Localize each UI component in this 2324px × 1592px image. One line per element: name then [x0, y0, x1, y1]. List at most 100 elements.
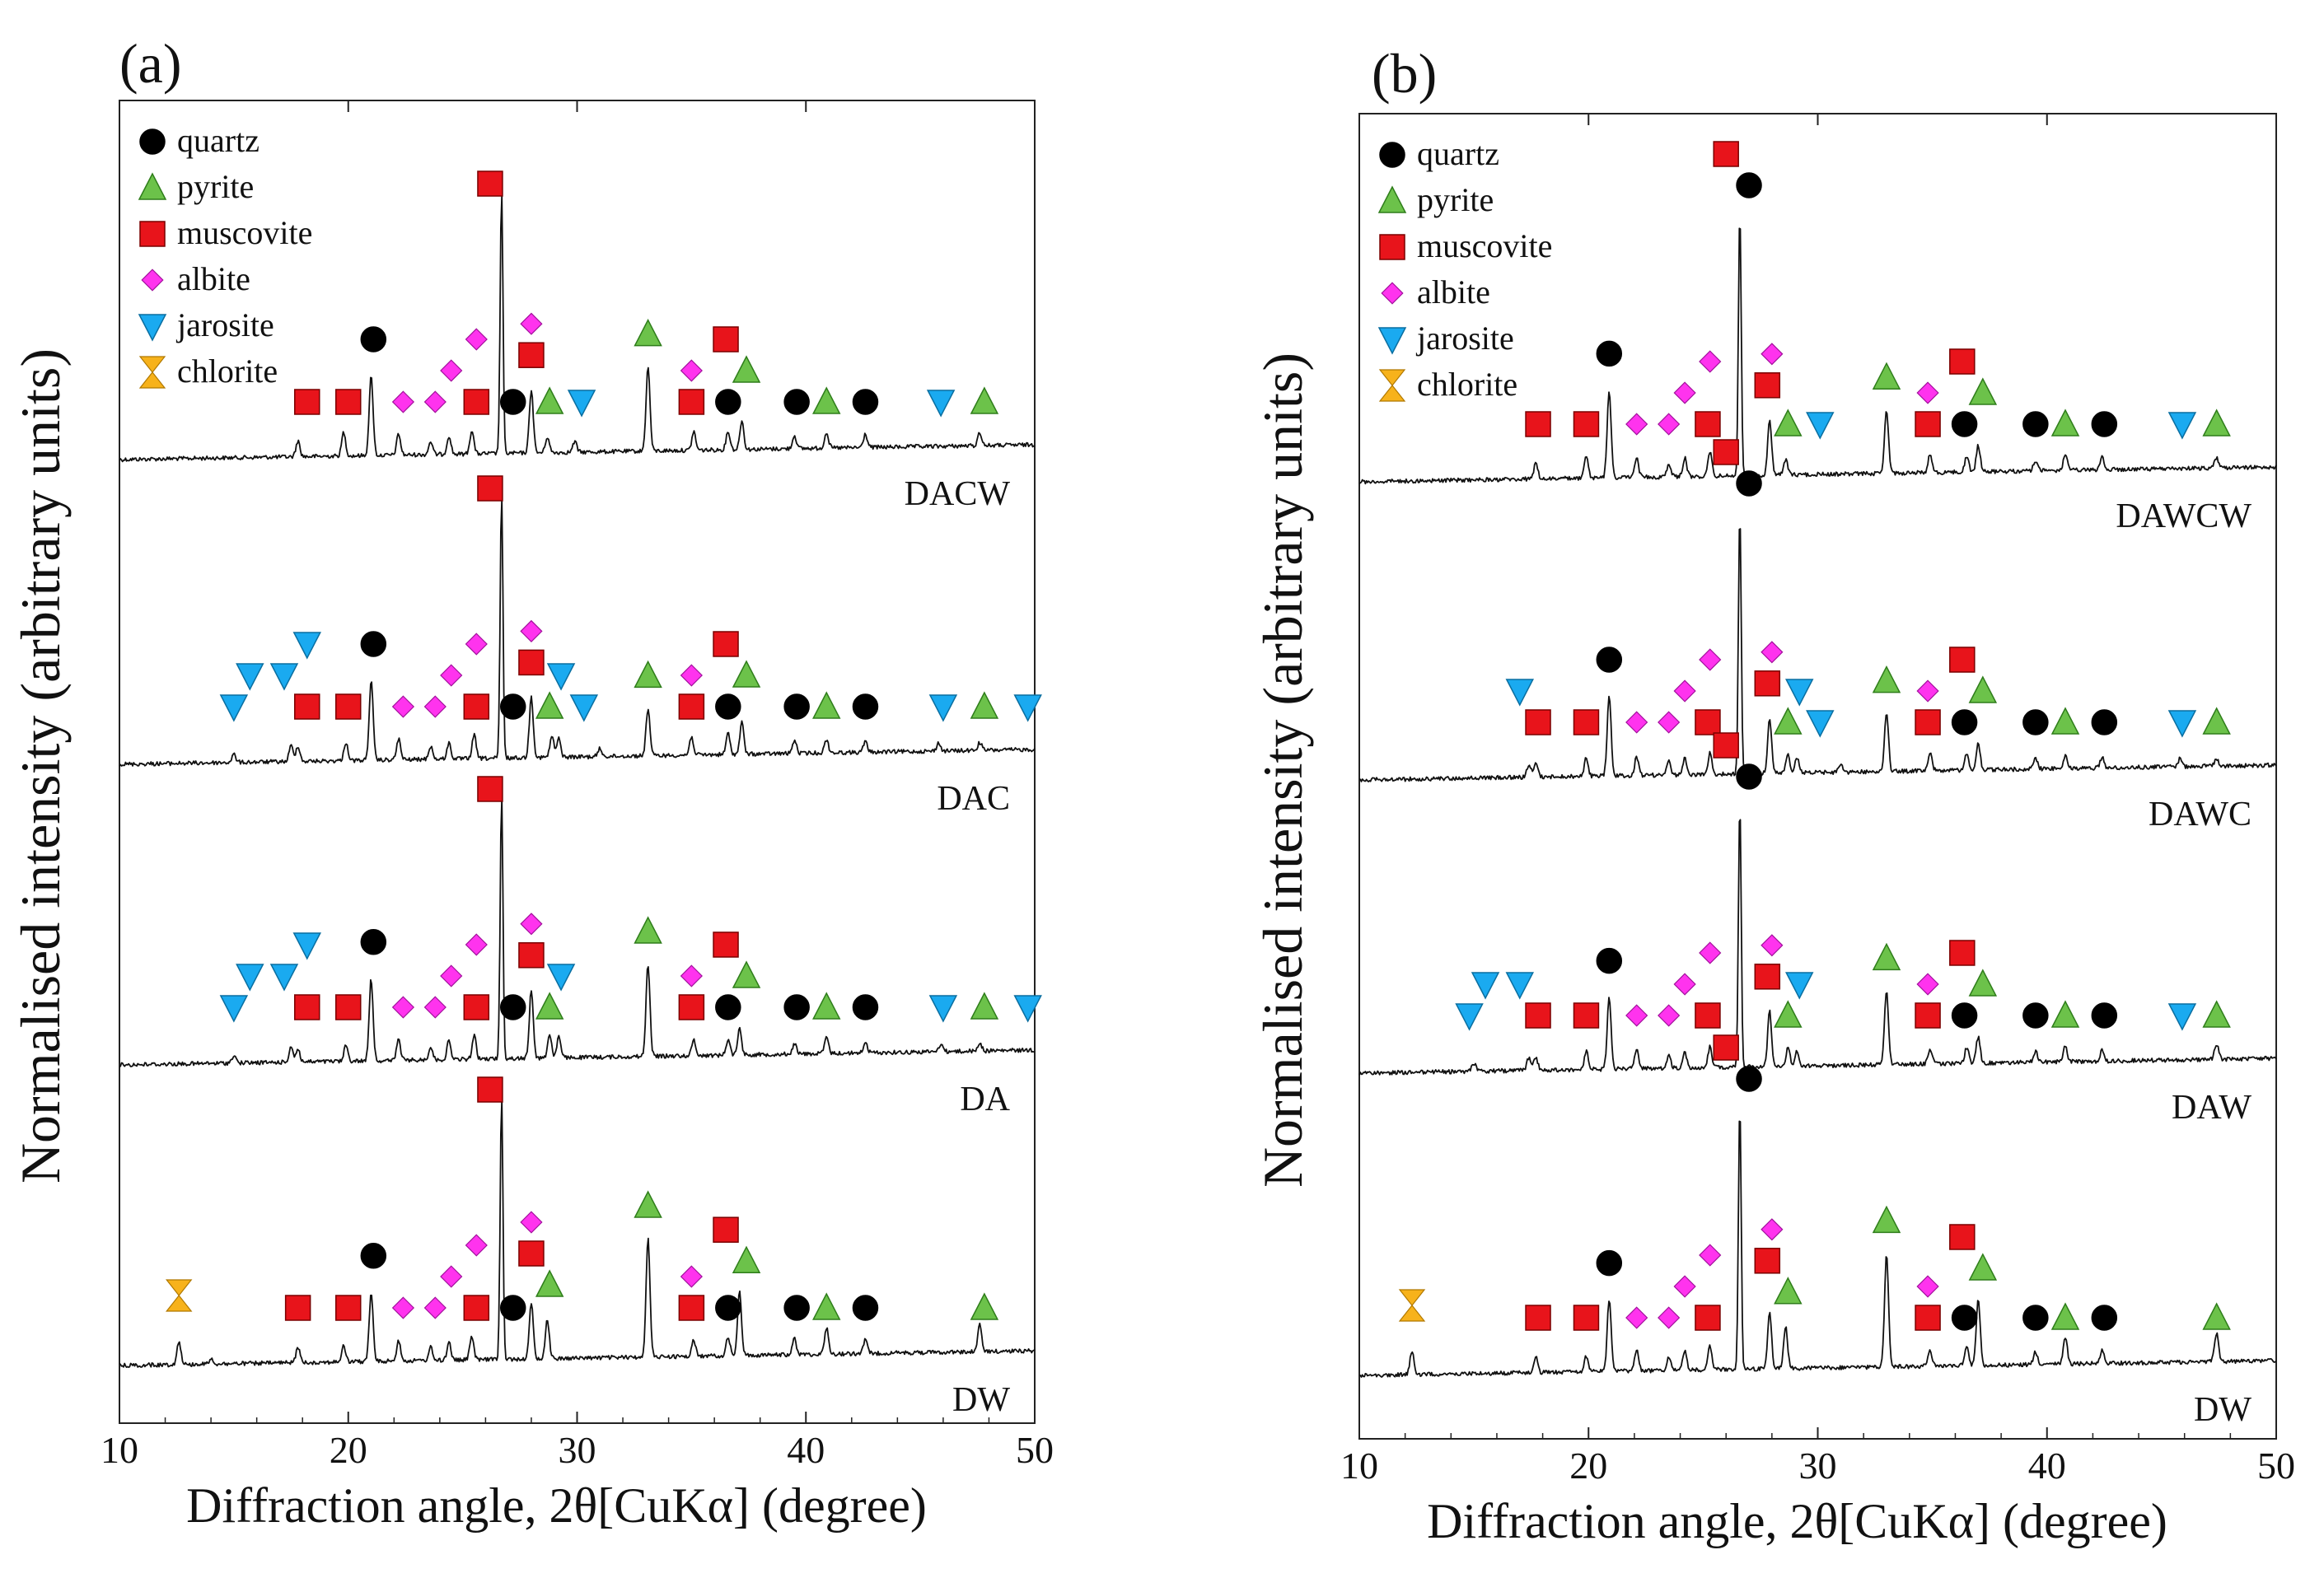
- jarosite-marker: [928, 995, 958, 1023]
- muscovite-marker: [335, 693, 362, 720]
- pyrite-marker: [535, 992, 564, 1020]
- albite-marker: [1673, 381, 1696, 404]
- quartz-marker: [783, 693, 810, 720]
- albite-marker: [1658, 413, 1681, 436]
- jarosite-marker: [1505, 972, 1535, 1000]
- pattern-trace-dawc: [1358, 528, 2277, 782]
- chlorite-legend-icon: [138, 356, 166, 389]
- quartz-marker: [1951, 1305, 1978, 1331]
- jarosite-marker: [219, 694, 249, 722]
- xrd-panel-a: (a) 10 20 30 40 50 Diffraction angle, 2θ[CuKα]…: [9, 32, 1054, 1533]
- muscovite-marker: [335, 994, 362, 1020]
- quartz-marker: [2022, 709, 2049, 735]
- albite-marker: [391, 390, 415, 413]
- pyrite-marker: [2050, 707, 2080, 735]
- quartz-marker: [499, 994, 526, 1020]
- quartz-marker: [2022, 411, 2049, 437]
- muscovite-marker: [1525, 709, 1551, 735]
- pyrite-marker: [634, 660, 662, 689]
- albite-marker: [520, 619, 543, 642]
- muscovite-marker: [1713, 439, 1739, 465]
- muscovite-marker: [678, 389, 705, 415]
- muscovite-marker: [284, 1295, 311, 1321]
- y-axis-title: Normalised intensity (arbitrary units): [1251, 352, 1314, 1188]
- jarosite-marker: [1505, 679, 1535, 707]
- pyrite-marker: [812, 386, 841, 414]
- muscovite-marker: [1525, 1002, 1551, 1029]
- quartz-marker: [499, 693, 526, 720]
- sample-label: DACW: [905, 475, 1011, 513]
- pyrite-marker: [1968, 377, 1998, 405]
- albite-marker: [1699, 350, 1722, 373]
- pyrite-marker: [1872, 362, 1901, 390]
- muscovite-marker: [477, 475, 503, 502]
- x-tick-label: 10: [1340, 1445, 1378, 1487]
- pyrite-marker: [535, 1269, 564, 1297]
- albite-marker: [1658, 711, 1681, 734]
- jarosite-marker: [567, 390, 596, 418]
- muscovite-marker: [713, 631, 739, 657]
- sample-label: DW: [2194, 1391, 2252, 1429]
- pyrite-marker: [1872, 942, 1901, 971]
- pyrite-marker: [2202, 1302, 2231, 1330]
- muscovite-marker: [1915, 1002, 1941, 1029]
- pyrite-marker: [1774, 1000, 1803, 1028]
- quartz-marker: [1951, 1002, 1978, 1029]
- albite-legend-icon: [141, 268, 164, 292]
- muscovite-marker: [1949, 1224, 1976, 1250]
- albite-marker: [423, 1296, 447, 1319]
- albite-marker: [1625, 413, 1648, 436]
- muscovite-marker: [518, 942, 545, 969]
- albite-marker: [440, 664, 463, 687]
- pyrite-marker: [970, 691, 999, 719]
- muscovite-marker: [1754, 1248, 1781, 1274]
- quartz-marker: [2091, 411, 2118, 437]
- chlorite-legend-icon: [1378, 369, 1406, 402]
- pattern-trace-dawcw: [1358, 227, 2277, 485]
- pyrite-marker: [1968, 1253, 1998, 1281]
- sample-label: DAWCW: [2116, 497, 2252, 535]
- muscovite-marker: [1915, 709, 1941, 735]
- legend-label-chlorite: chlorite: [1417, 366, 1517, 403]
- albite-marker: [423, 695, 447, 718]
- legend-label-quartz: quartz: [177, 122, 260, 159]
- quartz-marker: [715, 994, 741, 1020]
- pattern-dw: DW: [119, 1076, 1036, 1419]
- pyrite-marker: [535, 386, 564, 414]
- pyrite-marker: [732, 960, 761, 988]
- quartz-marker: [783, 1295, 810, 1321]
- albite-marker: [465, 633, 488, 656]
- pattern-trace-dw: [119, 1098, 1036, 1368]
- muscovite-marker: [1949, 348, 1976, 375]
- albite-marker: [1916, 973, 1939, 996]
- pyrite-marker: [1774, 1277, 1803, 1305]
- legend: quartz pyrite muscovite albite jarosite chlor…: [1377, 135, 1552, 403]
- pyrite-marker: [812, 1292, 841, 1320]
- muscovite-marker: [294, 389, 320, 415]
- muscovite-marker: [463, 693, 490, 720]
- quartz-marker: [360, 326, 387, 352]
- muscovite-marker: [1695, 1305, 1721, 1331]
- pattern-trace-da: [119, 796, 1036, 1067]
- muscovite-marker: [477, 776, 503, 802]
- pyrite-marker: [970, 992, 999, 1020]
- jarosite-marker: [292, 932, 321, 960]
- muscovite-marker: [713, 326, 739, 352]
- jarosite-legend-icon: [138, 314, 167, 342]
- x-axis-title: Diffraction angle, 2θ[CuKα] (degree): [1427, 1494, 2167, 1548]
- x-tick-label: 50: [1016, 1429, 1054, 1471]
- albite-marker: [680, 664, 703, 687]
- pyrite-marker: [812, 691, 841, 719]
- quartz-marker: [1951, 411, 1978, 437]
- jarosite-marker: [1013, 694, 1042, 722]
- quartz-marker: [783, 389, 810, 415]
- quartz-marker: [715, 693, 741, 720]
- pattern-dawcw: DAWCW: [1358, 141, 2277, 535]
- jarosite-legend-icon: [1377, 327, 1407, 355]
- pyrite-marker: [1774, 707, 1803, 735]
- muscovite-marker: [713, 931, 739, 958]
- pyrite-marker: [2202, 409, 2231, 437]
- muscovite-marker: [335, 389, 362, 415]
- albite-marker: [1761, 343, 1784, 366]
